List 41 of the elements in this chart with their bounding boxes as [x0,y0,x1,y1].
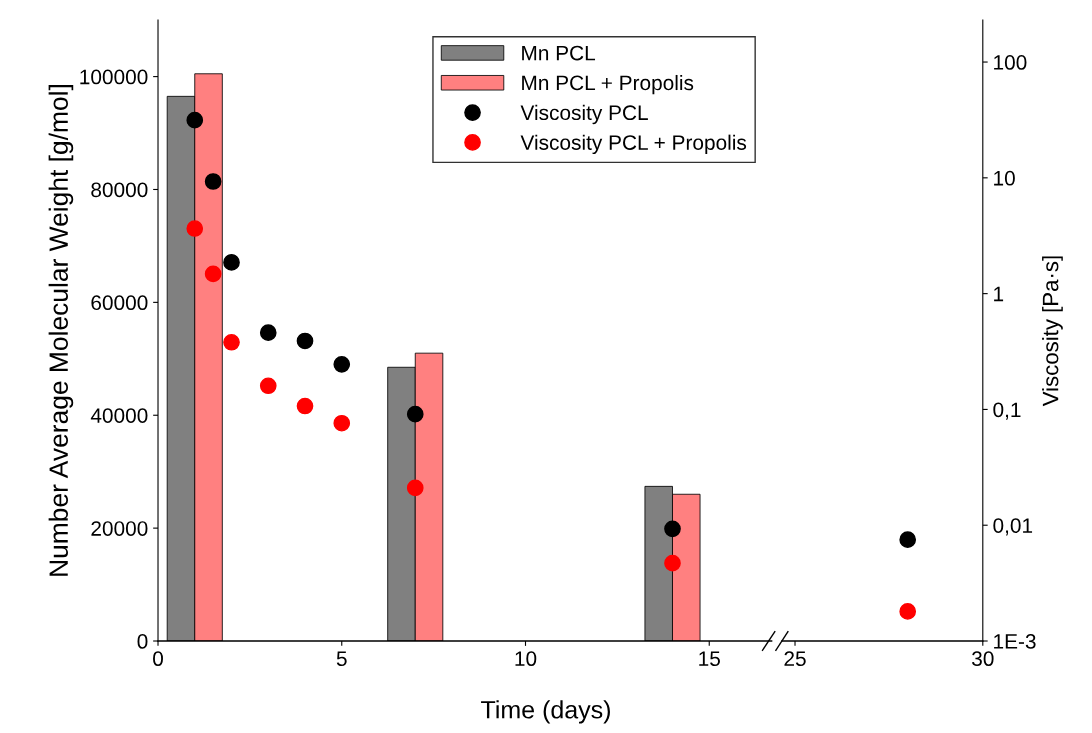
point [223,333,240,351]
point [186,220,204,237]
point [223,254,240,271]
y-tick-label: 20000 [91,521,148,536]
x-tick-label: 0 [153,651,163,667]
y2-tick-label: 10 [994,170,1015,186]
y2-tick-label: 1E-3 [994,634,1036,649]
point [296,332,314,350]
x-tick-label: 5 [336,651,347,667]
y2-tick-label: 0,1 [993,402,1021,420]
legend-label: Mn PCL [522,45,596,61]
legend-label: Mn PCL + Propolis [522,74,694,95]
y2-tick-label: 1 [994,286,1004,302]
point [664,554,681,572]
y2-axis-title: Viscosity [Pa·s] [1042,256,1063,407]
x-tick-label: 10 [515,651,537,667]
y-axis-title: Number Average Molecular Weight [g/mol] [48,85,74,576]
point [406,405,424,423]
point [296,397,314,415]
point [204,173,222,190]
y-tick-label: 100000 [80,69,148,85]
point [406,479,424,497]
point [259,324,277,342]
legend-label: Viscosity PCL [520,104,648,125]
point [186,111,204,129]
point [333,356,351,373]
y2-tick-label: 100 [994,55,1027,70]
y-tick-label: 80000 [91,182,148,198]
point [664,520,681,538]
x-tick-label: 25 [784,651,806,667]
point [333,414,351,432]
x-tick-label: 30 [972,651,994,667]
y-tick-label: 40000 [90,408,148,423]
y-tick-label: 0 [137,634,148,649]
x-axis-title: Time (days) [481,700,610,724]
x-tick-label: 15 [699,651,720,667]
y-tick-label: 60000 [91,295,148,311]
point [204,265,222,283]
legend-label: Viscosity PCL + Propolis [520,134,747,155]
y2-tick-label: 0,01 [993,518,1033,536]
point [259,377,277,395]
